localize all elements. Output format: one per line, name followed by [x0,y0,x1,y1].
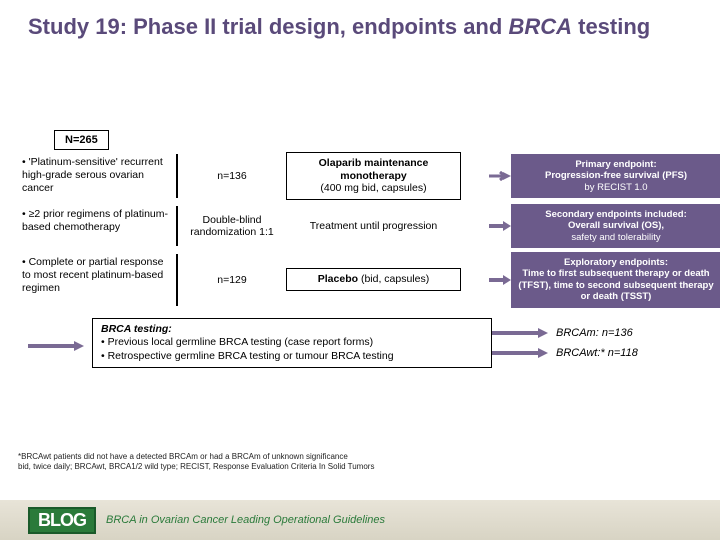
endpoint-secondary: Secondary endpoints included: Overall su… [511,204,720,248]
arm-top-n: n=136 [182,170,282,182]
treatment-placebo-box: Placebo (bid, capsules) [286,268,461,291]
slide-title: Study 19: Phase II trial design, endpoin… [0,0,720,45]
endpoint-primary-body: Progression-free survival (PFS) [515,170,717,181]
placebo-label: Placebo [318,273,358,285]
endpoint-secondary-sub: safety and tolerability [515,232,717,243]
arrow-icon [492,348,548,358]
n-total-box: N=265 [54,130,109,150]
brca-testing-line2: • Retrospective germline BRCA testing or… [101,350,483,364]
blog-subtitle: BRCA in Ovarian Cancer Leading Operation… [106,514,385,526]
arm-bottom-n: n=129 [182,274,282,286]
endpoint-secondary-head: Secondary endpoints included: [515,209,717,220]
brcawt-row: BRCAwt:* n=118 [492,347,702,359]
footnote-line1: *BRCAwt patients did not have a detected… [18,452,578,462]
treatment-olaparib-box: Olaparib maintenance monotherapy (400 mg… [286,152,461,200]
olaparib-dose: (400 mg bid, capsules) [295,182,452,195]
brca-testing-box: BRCA testing: • Previous local germline … [92,318,492,369]
brca-testing-row: BRCA testing: • Previous local germline … [18,318,702,369]
title-italic: BRCA [508,14,572,39]
placebo-dose: (bid, capsules) [358,273,429,285]
criteria-2: • ≥2 prior regimens of platinum-based ch… [18,206,178,246]
footnote: *BRCAwt patients did not have a detected… [18,452,578,473]
endpoint-exploratory-body: Time to first subsequent therapy or deat… [515,268,717,302]
arrow-icon [489,275,511,285]
brca-testing-head: BRCA testing: [101,323,172,335]
endpoint-primary-head: Primary endpoint: [515,159,717,170]
footer-bar: BLOG BRCA in Ovarian Cancer Leading Oper… [0,500,720,540]
criteria-1: • 'Platinum-sensitive' recurrent high-gr… [18,154,178,197]
arrow-icon [489,171,511,181]
olaparib-label: Olaparib maintenance monotherapy [295,157,452,182]
arrow-icon [28,338,84,348]
brcam-row: BRCAm: n=136 [492,327,702,339]
endpoint-exploratory: Exploratory endpoints: Time to first sub… [511,252,720,308]
blog-logo: BLOG [28,507,96,534]
endpoint-secondary-body: Overall survival (OS), [515,220,717,231]
footnote-line2: bid, twice daily; BRCAwt, BRCA1/2 wild t… [18,462,578,472]
brca-results: BRCAm: n=136 BRCAwt:* n=118 [492,327,702,359]
diagram-area: N=265 • 'Platinum-sensitive' recurrent h… [0,130,720,368]
title-prefix: Study 19: Phase II trial design, endpoin… [28,14,508,39]
brca-testing-line1: • Previous local germline BRCA testing (… [101,336,483,350]
arrow-icon [492,328,548,338]
treatment-until-progression: Treatment until progression [286,220,461,232]
endpoint-primary-sub: by RECIST 1.0 [515,182,717,193]
randomization-label: Double-blind randomization 1:1 [182,214,282,238]
brcam-label: BRCAm: n=136 [556,327,633,339]
criteria-3: • Complete or partial response to most r… [18,254,178,306]
brcawt-label: BRCAwt:* n=118 [556,347,638,359]
endpoint-primary: Primary endpoint: Progression-free survi… [511,154,720,198]
trial-grid: • 'Platinum-sensitive' recurrent high-gr… [18,152,702,308]
arrow-icon [489,221,511,231]
endpoint-exploratory-head: Exploratory endpoints: [515,257,717,268]
title-suffix: testing [572,14,650,39]
